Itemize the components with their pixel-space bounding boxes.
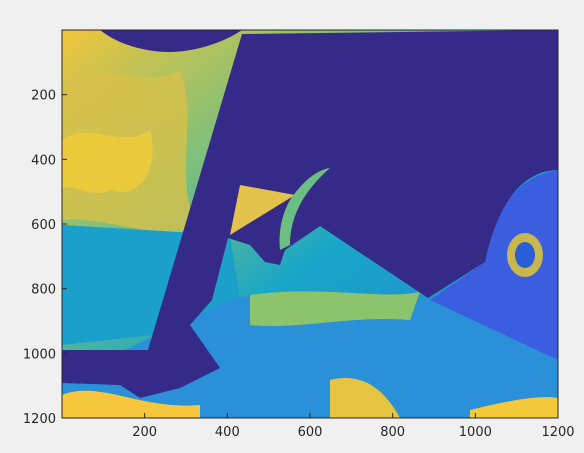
x-tick-label: 400 (215, 425, 240, 440)
y-tick-label: 1200 (23, 412, 56, 427)
image-region (515, 242, 535, 268)
y-tick-label: 1000 (23, 347, 56, 362)
x-tick-label: 200 (132, 425, 157, 440)
x-tick-label: 600 (298, 425, 323, 440)
figure: 200 400 600 800 1000 1200 200 400 600 800 1000 1200 (0, 0, 584, 453)
y-tick-label: 800 (31, 283, 56, 298)
y-tick-label: 600 (31, 218, 56, 233)
y-tick-label: 200 (31, 89, 56, 104)
x-tick-label: 800 (380, 425, 405, 440)
image (62, 30, 558, 418)
x-tick-label: 1000 (459, 425, 492, 440)
image-region (62, 130, 153, 193)
y-tick-label: 400 (31, 153, 56, 168)
x-tick-label: 1200 (541, 425, 574, 440)
